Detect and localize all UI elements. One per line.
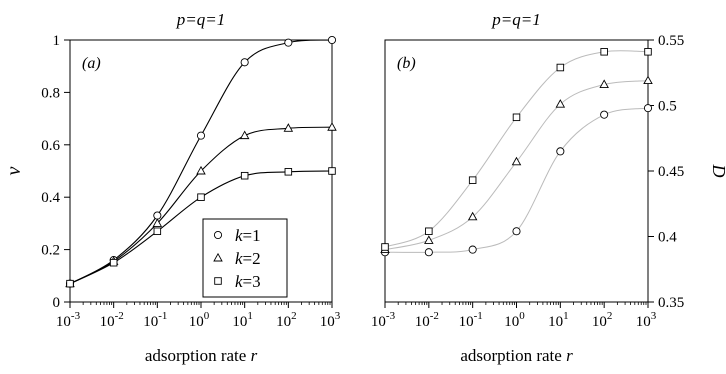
data-point — [599, 79, 609, 88]
x-tick-label: 10-3 — [371, 310, 396, 330]
x-tick-label: 102 — [592, 310, 613, 330]
x-axis-label: adsorption rate r — [460, 346, 573, 365]
series-triangle — [65, 122, 337, 288]
data-point — [425, 227, 433, 236]
y-tick-label: 0.4 — [41, 190, 60, 206]
y-tick-label: 0.2 — [41, 243, 60, 259]
plot-frame — [384, 39, 649, 303]
data-point — [66, 279, 74, 288]
series-square — [66, 167, 336, 288]
x-tick-label: 103 — [636, 310, 657, 330]
y-axis-label: D — [709, 164, 726, 178]
y-tick-label: 0.45 — [658, 164, 684, 180]
y-axis-label: ν — [3, 166, 25, 175]
data-point — [153, 227, 162, 236]
data-point — [109, 258, 118, 267]
y-tick-label: 0.8 — [41, 85, 60, 101]
legend-marker — [213, 230, 223, 240]
data-point — [600, 48, 608, 56]
series-line — [69, 39, 333, 285]
legend-marker — [213, 252, 223, 262]
data-point — [197, 193, 205, 201]
y-tick-label: 0.55 — [658, 33, 684, 49]
panel-label: (a) — [82, 55, 101, 72]
x-tick-label: 10-1 — [459, 310, 483, 330]
data-point — [468, 245, 477, 254]
x-tick-label: 100 — [189, 310, 210, 330]
x-tick-label: 102 — [276, 310, 297, 330]
series-triangle — [380, 75, 653, 254]
data-point — [284, 168, 293, 176]
y-tick-label: 1 — [53, 33, 61, 49]
data-point — [512, 113, 521, 122]
data-point — [555, 99, 566, 108]
series-line — [384, 50, 649, 248]
data-point — [239, 130, 250, 140]
x-tick-label: 10-3 — [56, 310, 81, 330]
legend: k=1 k=2 k=3 — [202, 218, 288, 298]
series-line — [69, 170, 333, 285]
y-tick-label: 0.6 — [41, 138, 60, 154]
data-point — [381, 243, 389, 251]
panel-label: (b) — [397, 55, 416, 72]
data-point — [240, 171, 249, 180]
x-axis-label: adsorption rate r — [145, 346, 258, 365]
legend-entry: k=1 — [235, 226, 261, 245]
legend-entry: k=2 — [235, 249, 261, 268]
y-tick-label: 0.5 — [658, 99, 677, 115]
data-point — [511, 156, 522, 166]
chart-title: p=q=1 — [491, 10, 540, 29]
panel-a: p=q=1 (a) 10-3 10-2 10-1 100 101 102 103 0 0.2 0.4 0… — [3, 10, 341, 365]
data-point — [240, 58, 249, 67]
data-point — [643, 104, 653, 113]
data-point — [644, 48, 652, 56]
data-point — [284, 38, 293, 47]
data-point — [196, 165, 206, 175]
data-point — [327, 35, 337, 45]
series-circle — [65, 35, 337, 288]
data-point — [556, 63, 565, 72]
y-tick-label: 0.35 — [658, 295, 684, 311]
legend-marker — [214, 277, 222, 285]
data-point — [468, 176, 477, 184]
data-point — [512, 227, 521, 236]
data-point — [153, 211, 162, 220]
data-point — [424, 235, 434, 244]
data-point — [328, 167, 336, 175]
data-point — [600, 110, 609, 119]
data-point — [643, 75, 653, 85]
data-point — [467, 211, 478, 221]
data-point — [424, 248, 433, 257]
data-point — [196, 131, 206, 140]
series-circle — [380, 104, 653, 257]
data-point — [283, 123, 294, 132]
legend-entry: k=3 — [235, 272, 261, 291]
x-tick-label: 10-2 — [100, 310, 124, 330]
x-tick-label: 101 — [548, 310, 569, 330]
x-tick-label: 100 — [504, 310, 525, 330]
x-tick-label: 101 — [232, 310, 253, 330]
y-tick-label: 0.4 — [658, 230, 677, 246]
x-tick-label: 103 — [320, 310, 341, 330]
series-line — [69, 126, 333, 285]
data-point — [556, 147, 565, 156]
x-tick-label: 10-1 — [143, 310, 167, 330]
x-tick-label: 10-2 — [415, 310, 439, 330]
data-point — [327, 122, 337, 131]
y-tick-label: 0 — [53, 295, 61, 311]
series-square — [381, 48, 652, 251]
chart-title: p=q=1 — [176, 10, 225, 29]
data-point — [152, 218, 163, 227]
